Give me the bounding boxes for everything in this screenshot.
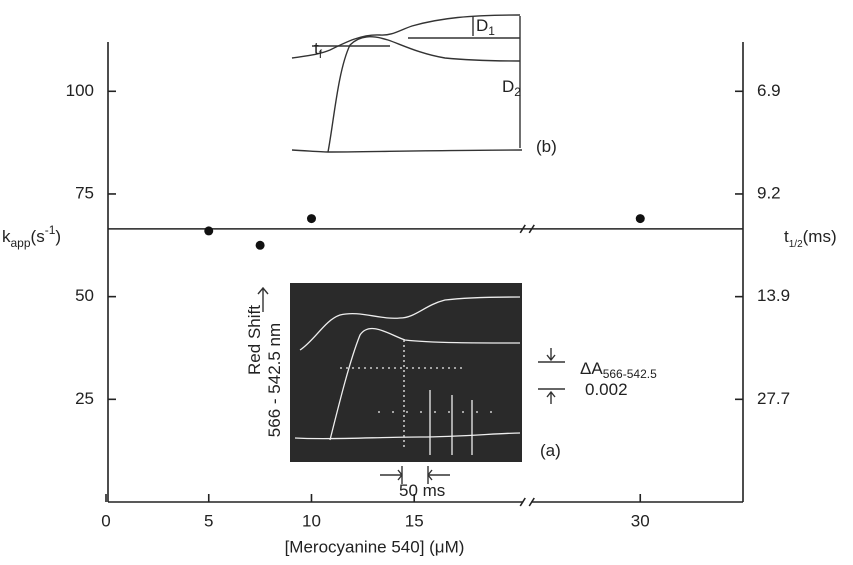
annotation-text: (b) xyxy=(536,137,557,156)
y2-tick-label: 9.2 xyxy=(757,183,781,202)
y-tick-label: 100 xyxy=(66,81,94,100)
annotation-text: Red Shift xyxy=(245,305,264,375)
annotation: 566 - 542.5 nm xyxy=(265,323,284,437)
annotation-text: ΔA xyxy=(580,359,603,378)
x-tick-label: 0 xyxy=(101,511,110,530)
annotation: 0.002 xyxy=(585,380,628,399)
y-tick-label: 50 xyxy=(75,286,94,305)
annotation: ΔA566-542.5 xyxy=(580,359,657,381)
y-axis-label-part: app xyxy=(11,236,31,250)
y-tick-label: 25 xyxy=(75,389,94,408)
inset-b xyxy=(291,14,523,153)
y2-tick-label: 13.9 xyxy=(757,286,790,305)
annotation-text: (a) xyxy=(540,441,561,460)
y2-tick-label: 27.7 xyxy=(757,389,790,408)
y2-axis-label-part: (ms) xyxy=(803,227,837,246)
point xyxy=(306,214,316,224)
y2-tick-label: 6.9 xyxy=(757,81,781,100)
y2-axis-label-part: t xyxy=(784,227,789,246)
x-tick-label: 15 xyxy=(405,511,424,530)
annotation: D2 xyxy=(502,77,521,99)
annotation-text: D xyxy=(476,16,488,35)
annotation-text: 50 ms xyxy=(399,481,445,500)
y2-axis-label-part: 1/2 xyxy=(789,239,803,250)
y2-axis-label: t1/2(ms) xyxy=(784,227,837,249)
annotation-text: D xyxy=(502,77,514,96)
inset-a xyxy=(257,283,565,484)
annotation-text: 0.002 xyxy=(585,380,628,399)
annotation-sub: 1 xyxy=(488,24,495,38)
x-tick-label: 30 xyxy=(631,511,650,530)
x-axis-label: [Merocyanine 540] (μM) xyxy=(285,537,465,556)
y-axis-label-part: k xyxy=(2,227,11,246)
annotation: (b) xyxy=(536,137,557,156)
annotation-text: 566 - 542.5 nm xyxy=(265,323,284,437)
y-axis-label-part: ) xyxy=(55,227,61,246)
annotation-text: t xyxy=(314,39,319,58)
annotation: (a) xyxy=(540,441,561,460)
axis-break xyxy=(519,497,535,507)
point xyxy=(635,214,645,224)
annotation: tf xyxy=(314,39,323,61)
annotation: 50 ms xyxy=(399,481,445,500)
point xyxy=(204,226,214,236)
annotation-sub: 566-542.5 xyxy=(603,367,657,381)
annotation-sub: f xyxy=(319,47,323,61)
annotation-sub: 2 xyxy=(514,85,521,99)
y-axis-label: kapp(s-1) xyxy=(2,223,61,250)
x-tick-label: 10 xyxy=(302,511,321,530)
annotation: Red Shift xyxy=(245,305,264,375)
point xyxy=(255,240,265,250)
x-tick-label: 5 xyxy=(204,511,213,530)
y-tick-label: 75 xyxy=(75,183,94,202)
annotation: D1 xyxy=(476,16,495,38)
y-axis-label-part: (s xyxy=(31,227,45,246)
y-axis-label-part: -1 xyxy=(45,223,56,237)
